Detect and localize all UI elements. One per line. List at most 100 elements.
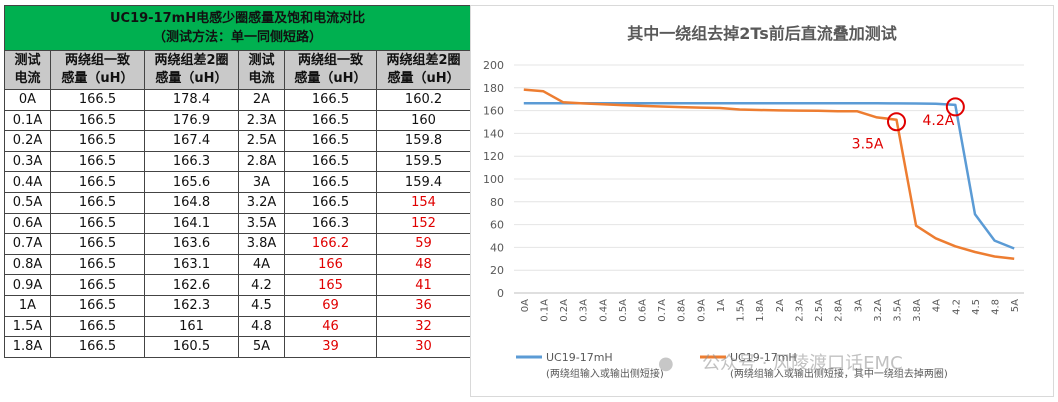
- legend-label: UC19-17mH: [546, 351, 613, 364]
- table-cell: 0.2A: [4, 130, 51, 152]
- table-cell: 32: [375, 315, 472, 338]
- table-row: 0.4A 166.5 165.6 3A 166.5 159.4: [4, 171, 472, 193]
- column-header-line2: 感量（uH）: [61, 71, 134, 86]
- table-cell: 30: [375, 336, 472, 358]
- table-cell: 159.8: [375, 130, 472, 152]
- table-cell: 162.6: [144, 274, 239, 296]
- x-tick-label: 1A: [716, 299, 727, 312]
- watermark: ● 公众号 · 风陵渡口话EMC: [658, 353, 903, 374]
- chart-title: 其中一绕组去掉2Ts前后直流叠加测试: [627, 24, 896, 43]
- x-tick-label: 0.9A: [696, 299, 707, 322]
- table-cell: 166.5: [50, 191, 145, 214]
- table-cell: 166.5: [50, 89, 145, 111]
- table-cell: 162.3: [144, 294, 239, 317]
- column-header-line1: 两绕组差2圈: [386, 53, 461, 68]
- table-row: 0.2A 166.5 167.4 2.5A 166.5 159.8: [4, 130, 472, 152]
- x-tick-label: 1.8A: [755, 299, 766, 322]
- table-title-row: UC19-17mH电感少圈感量及饱和电流对比 （测试方法：单一同侧短路）: [3, 5, 472, 51]
- table-cell: 1A: [4, 294, 51, 317]
- column-header: 两绕组差2圈 感量（uH）: [375, 50, 472, 90]
- y-tick-label: 80: [490, 196, 504, 209]
- annotation-label: 3.5A: [852, 137, 884, 153]
- table-cell: 36: [375, 294, 472, 317]
- table-cell: 4.5: [238, 294, 285, 317]
- table-cell: 164.1: [144, 212, 239, 235]
- table-cell: 166.5: [50, 233, 145, 255]
- legend-label: UC19-17mH: [730, 351, 797, 364]
- table-cell: 166.5: [284, 109, 377, 132]
- table-cell: 159.5: [375, 150, 472, 173]
- column-header-line1: 两绕组一致: [64, 53, 130, 68]
- table-cell: 152: [375, 212, 472, 235]
- table-cell: 1.5A: [4, 315, 51, 338]
- column-header-line2: 电流: [14, 71, 41, 86]
- x-tick-label: 3.2A: [873, 299, 884, 322]
- table-row: 0.1A 166.5 176.9 2.3A 166.5 160: [4, 109, 472, 132]
- table-cell: 166.5: [284, 150, 377, 173]
- x-tick-label: 0.8A: [677, 299, 688, 322]
- table-cell: 0.4A: [4, 171, 51, 193]
- x-tick-label: 1.5A: [736, 299, 747, 322]
- table-row: 0.8A 166.5 163.1 4A 166 48: [4, 253, 472, 276]
- table-row: 0.6A 166.5 164.1 3.5A 166.3 152: [4, 212, 472, 235]
- x-tick-label: 3.8A: [912, 299, 923, 322]
- column-header: 两绕组一致感量（uH）: [284, 50, 377, 90]
- table-cell: 164.8: [144, 191, 239, 214]
- column-header: 测试 电流: [238, 50, 285, 90]
- column-header-line1: 两绕组差2圈: [154, 53, 229, 68]
- table-row: 0A 166.5 178.4 2A 166.5 160.2: [4, 89, 472, 111]
- x-tick-label: 0.5A: [618, 299, 629, 322]
- table-cell: 0A: [4, 89, 51, 111]
- x-tick-label: 3A: [853, 299, 864, 312]
- table-cell: 166: [284, 253, 377, 276]
- table-cell: 166.5: [50, 336, 145, 358]
- x-tick-label: 0.2A: [559, 299, 570, 322]
- table-cell: 166.5: [50, 294, 145, 317]
- chart-frame: [470, 5, 1054, 397]
- inductance-table: UC19-17mH电感少圈感量及饱和电流对比 （测试方法：单一同侧短路） 测试 电流两…: [3, 5, 472, 358]
- table-cell: 41: [375, 274, 472, 296]
- column-header-line1: 测试: [14, 53, 41, 68]
- x-tick-label: 5A: [1010, 299, 1021, 312]
- column-header-line2: 感量（uH）: [294, 71, 367, 86]
- column-header: 测试 电流: [4, 50, 51, 90]
- table-cell: 166.5: [284, 191, 377, 214]
- table-cell: 160: [375, 109, 472, 132]
- table-cell: 0.5A: [4, 191, 51, 214]
- table-cell: 166.5: [50, 109, 145, 132]
- legend-label-detail: (两绕组输入或输出侧短接): [546, 367, 664, 380]
- y-tick-label: 200: [483, 59, 504, 72]
- x-tick-label: 4.8: [991, 299, 1002, 315]
- table-cell: 2A: [238, 89, 285, 111]
- column-header: 两绕组差2圈 感量（uH）: [144, 50, 239, 90]
- x-tick-label: 0.3A: [579, 299, 590, 322]
- table-cell: 167.4: [144, 130, 239, 152]
- table-header-row: 测试 电流 两绕组一致 感量（uH） 两绕组差2圈 感量（uH） 测试 电流 两绕组一致 感量（u…: [4, 50, 472, 90]
- table-cell: 5A: [238, 336, 285, 358]
- table-cell: 166.5: [50, 171, 145, 193]
- x-tick-label: 0.7A: [657, 299, 668, 322]
- column-header-line1: 两绕组一致: [297, 53, 363, 68]
- table-cell: 166.5: [284, 130, 377, 152]
- table-row: 0.7A 166.5 163.6 3.8A 166.2 59: [4, 233, 472, 255]
- table-cell: 166.2: [284, 233, 377, 255]
- table-cell: 166.5: [50, 274, 145, 296]
- y-tick-label: 0: [497, 287, 504, 300]
- annotation-circle: [945, 97, 965, 117]
- table-cell: 166.5: [50, 150, 145, 173]
- table-cell: 0.9A: [4, 274, 51, 296]
- table-cell: 166.5: [50, 212, 145, 235]
- table-cell: 3.5A: [238, 212, 285, 235]
- annotation-label: 4.2A: [923, 113, 955, 129]
- x-tick-label: 0A: [520, 299, 531, 312]
- table-cell: 4A: [238, 253, 285, 276]
- table-cell: 160.5: [144, 336, 239, 358]
- x-tick-label: 0.1A: [539, 299, 550, 322]
- table-cell: 2.8A: [238, 150, 285, 173]
- column-header-line2: 感量（uH）: [387, 71, 460, 86]
- table-row: 1A 166.5 162.3 4.5 69 36: [4, 294, 472, 317]
- table-cell: 165: [284, 274, 377, 296]
- table-cell: 4.8: [238, 315, 285, 338]
- table-cell: 165.6: [144, 171, 239, 193]
- x-tick-label: 4A: [932, 299, 943, 312]
